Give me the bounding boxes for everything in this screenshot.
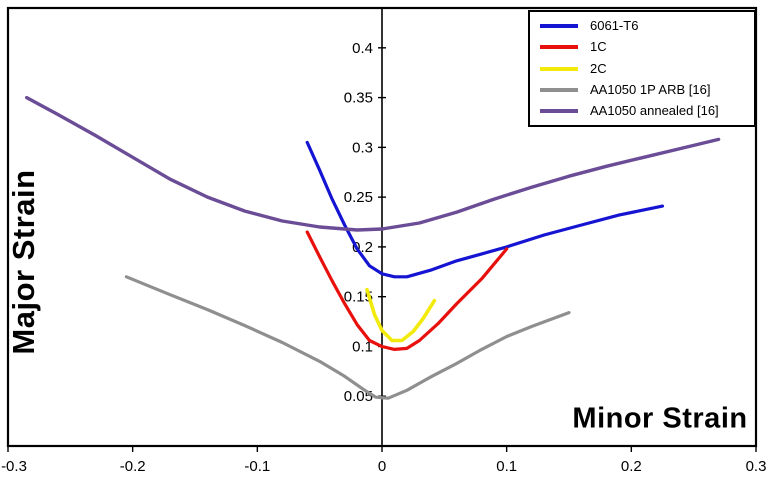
x-tick-label: 0.2 [621,458,642,475]
x-tick-label: -0.3 [1,458,27,475]
x-tick-label: -0.2 [120,458,146,475]
legend-swatch [540,66,578,71]
x-tick-label: -0.1 [244,458,270,475]
x-axis-title: Minor Strain [572,402,748,435]
series-line-2C [365,287,437,343]
y-tick-label: 0.35 [344,90,373,107]
legend-item: 1C [540,39,742,55]
y-axis-title: Major Strain [6,169,41,355]
legend-label: AA1050 1P ARB [16] [590,81,711,97]
legend: 6061-T6 1C 2C AA1050 1P ARB [16] AA1050 anne… [528,10,756,128]
legend-label: 6061-T6 [590,18,639,33]
y-tick-label: 0.3 [352,139,373,156]
x-tick-label: 0.1 [496,458,517,475]
series-line-1C [305,230,509,351]
legend-item: AA1050 1P ARB [16] [540,81,742,97]
legend-item: 6061-T6 [540,18,742,33]
legend-label: 2C [590,60,607,76]
y-tick-label: 0.4 [352,40,373,57]
legend-swatch [540,109,578,114]
y-tick-label: 0.25 [344,189,373,206]
series-line-AA1050 1P ARB [16] [124,275,571,400]
series-line-6061-T6 [305,140,665,279]
y-tick-label: 0.1 [352,338,373,355]
x-tick-label: 0 [378,458,386,475]
y-tick-label: 0.15 [344,289,373,306]
series-line-AA1050 annealed [16] [25,95,721,232]
legend-label: AA1050 annealed [16] [590,103,719,119]
x-tick-label: 0.3 [746,458,767,475]
legend-swatch [540,88,578,93]
legend-label: 1C [590,39,607,55]
legend-swatch [540,45,578,50]
legend-swatch [540,24,578,29]
legend-item: AA1050 annealed [16] [540,103,742,119]
legend-item: 2C [540,60,742,76]
